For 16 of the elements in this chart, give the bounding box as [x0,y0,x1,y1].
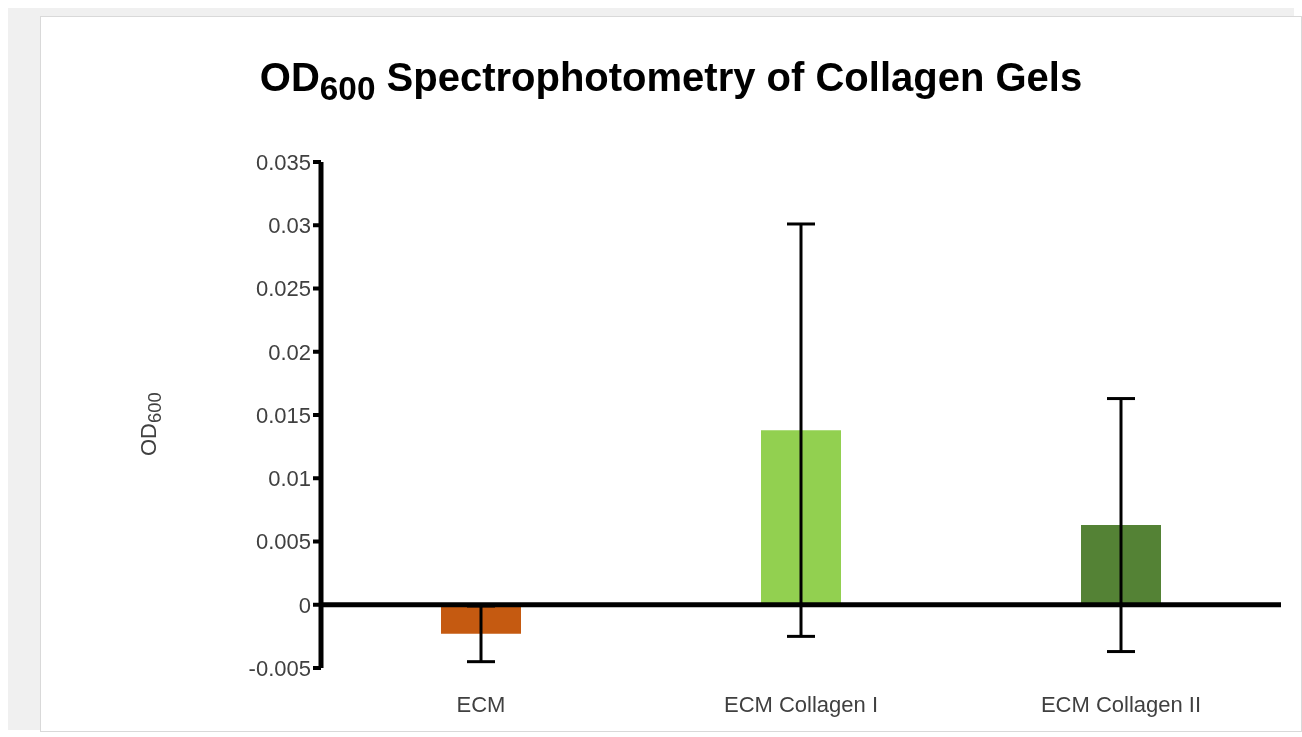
chart-title: OD$_{600}$ Spectrophotometry of Collagen Gels [258,55,1084,108]
x-tick-label: ECM [456,691,506,717]
x-tick-label: ECM Collagen II [1040,691,1202,717]
y-tick-label: 0.015 [255,402,311,428]
y-tick-label: -0.005 [248,655,311,681]
y-tick-label: 0.005 [255,529,311,555]
y-tick-label: 0.02 [268,339,311,365]
y-tick-label: 0 [298,592,311,618]
bar [441,604,521,634]
bar [1081,525,1161,605]
x-tick-label: ECM Collagen I [723,691,879,717]
y-tick-label: 0.01 [268,466,311,492]
y-tick-label: 0.03 [268,213,311,239]
bar [761,430,841,605]
y-tick-label: 0.035 [255,149,311,175]
y-tick-label: 0.025 [255,276,311,302]
